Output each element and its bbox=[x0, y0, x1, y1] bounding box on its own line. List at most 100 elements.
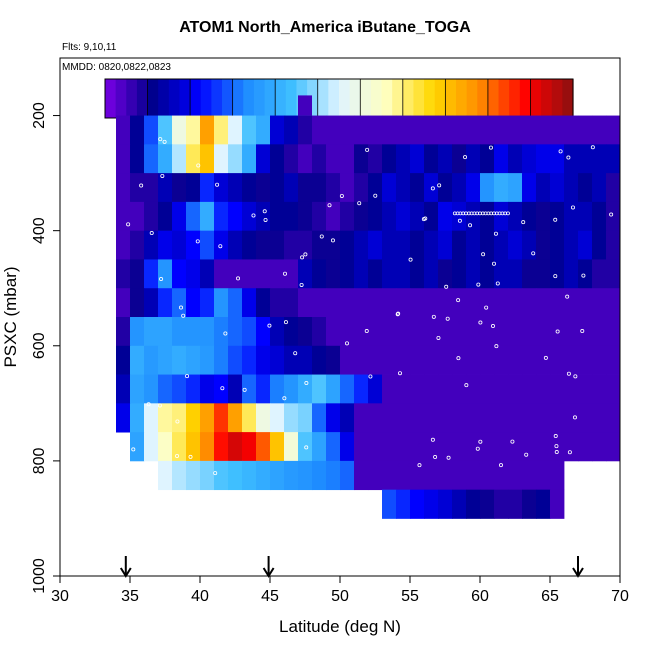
heatmap-cell bbox=[382, 374, 397, 404]
sample-marker bbox=[590, 145, 595, 150]
heatmap-cell bbox=[592, 374, 607, 404]
heatmap-cell bbox=[536, 460, 551, 491]
sample-marker bbox=[319, 234, 324, 239]
heatmap-cell bbox=[228, 115, 243, 145]
heatmap-cell bbox=[382, 173, 397, 203]
heatmap-cell bbox=[200, 288, 215, 318]
colorbar-segment bbox=[190, 79, 202, 118]
heatmap-cell bbox=[410, 115, 425, 145]
y-tick-label: 800 bbox=[31, 447, 48, 474]
heatmap-cell bbox=[564, 432, 579, 462]
heatmap-cell bbox=[410, 345, 425, 375]
heatmap-cell bbox=[326, 115, 341, 145]
heatmap-cell bbox=[550, 403, 565, 433]
heatmap-cell bbox=[494, 432, 509, 462]
heatmap-cell bbox=[438, 345, 453, 375]
sample-marker bbox=[251, 213, 256, 218]
heatmap-cell bbox=[312, 173, 327, 203]
sample-marker bbox=[149, 231, 154, 236]
heatmap-cell bbox=[508, 460, 523, 491]
heatmap-cell bbox=[536, 345, 551, 375]
heatmap-cell bbox=[578, 173, 593, 203]
heatmap-cell bbox=[480, 403, 495, 433]
colorbar-segment bbox=[519, 79, 532, 118]
heatmap-cell bbox=[354, 460, 369, 491]
heatmap-cell bbox=[130, 345, 145, 375]
heatmap-cell bbox=[270, 288, 285, 318]
heatmap-cell bbox=[312, 115, 327, 145]
heatmap-cell bbox=[144, 115, 159, 145]
sample-marker bbox=[368, 374, 373, 379]
heatmap-cell bbox=[326, 144, 341, 174]
sample-marker bbox=[373, 193, 378, 198]
heatmap-cell bbox=[340, 144, 355, 174]
heatmap-cell bbox=[284, 432, 299, 462]
sample-marker bbox=[478, 439, 483, 444]
sample-markers bbox=[121, 137, 614, 484]
heatmap-cell bbox=[214, 173, 229, 203]
heatmap-cell bbox=[508, 374, 523, 404]
colorbar-segment bbox=[158, 79, 170, 118]
sample-marker bbox=[327, 203, 332, 208]
heatmap-cell bbox=[186, 345, 201, 375]
heatmap-cell bbox=[284, 259, 299, 289]
heatmap-cell bbox=[494, 345, 509, 375]
heatmap-cell bbox=[522, 288, 537, 318]
sample-marker bbox=[495, 281, 500, 286]
heatmap-cell bbox=[396, 432, 411, 462]
colorbar-segment bbox=[445, 79, 457, 118]
heatmap-cell bbox=[158, 317, 173, 347]
colorbar-segment bbox=[466, 79, 478, 118]
heatmap-cell bbox=[536, 115, 551, 145]
x-tick-label: 65 bbox=[541, 588, 559, 605]
heatmap-cell bbox=[130, 374, 145, 404]
heatmap-cell bbox=[242, 374, 257, 404]
heatmap-cell bbox=[298, 115, 313, 145]
heatmap-cell bbox=[368, 115, 383, 145]
heatmap-cell bbox=[466, 259, 481, 289]
heatmap-cell bbox=[410, 403, 425, 433]
heatmap-cell bbox=[522, 345, 537, 375]
sample-marker bbox=[510, 439, 515, 444]
heatmap-cell bbox=[270, 345, 285, 375]
heatmap-cell bbox=[508, 173, 523, 203]
colorbar-segment bbox=[562, 79, 574, 118]
sample-marker bbox=[423, 216, 428, 221]
heatmap-cell bbox=[144, 288, 159, 318]
heatmap-cell bbox=[466, 173, 481, 203]
sample-marker bbox=[484, 305, 489, 310]
heatmap-cell bbox=[438, 460, 453, 491]
heatmap-cell bbox=[130, 432, 145, 462]
sample-marker bbox=[160, 173, 165, 178]
heatmap-cell bbox=[368, 374, 383, 404]
heatmap-cell bbox=[326, 317, 341, 347]
heatmap-cell bbox=[564, 403, 579, 433]
heatmap-cell bbox=[242, 115, 257, 145]
sample-marker bbox=[339, 193, 344, 198]
sample-marker bbox=[567, 450, 572, 455]
heatmap-cell bbox=[438, 201, 453, 232]
heatmap-cell bbox=[368, 173, 383, 203]
heatmap-cell bbox=[452, 259, 467, 289]
heatmap-cell bbox=[144, 173, 159, 203]
heatmap-cell bbox=[396, 403, 411, 433]
sample-marker bbox=[481, 252, 486, 257]
sample-marker bbox=[242, 387, 247, 392]
heatmap-cell bbox=[536, 403, 551, 433]
heatmap-cell bbox=[382, 230, 397, 260]
colorbar-segment bbox=[328, 79, 340, 118]
heatmap-cell bbox=[508, 259, 523, 289]
sample-marker bbox=[603, 479, 608, 484]
heatmap-cell bbox=[270, 115, 285, 145]
heatmap-cell bbox=[480, 259, 495, 289]
heatmap-cell bbox=[284, 230, 299, 260]
heatmap-cell bbox=[228, 432, 243, 462]
heatmap-cell bbox=[382, 115, 397, 145]
heatmap-cell bbox=[158, 288, 173, 318]
heatmap-cell bbox=[564, 317, 579, 347]
heatmap-cell bbox=[382, 432, 397, 462]
heatmap-cell bbox=[592, 201, 607, 232]
heatmap-cell bbox=[550, 144, 565, 174]
heatmap-cell bbox=[606, 115, 621, 145]
heatmap-cell bbox=[228, 230, 243, 260]
